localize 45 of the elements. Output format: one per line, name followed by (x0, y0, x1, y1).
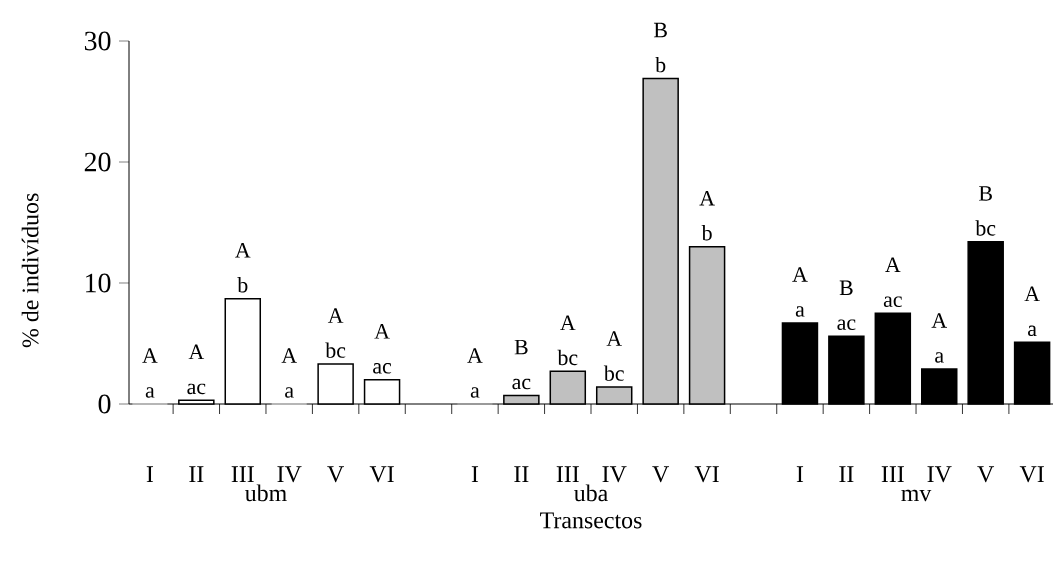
x-tick-label: VI (1019, 466, 1044, 483)
text: ubm (245, 484, 287, 502)
x-axis-title: Transectos (540, 512, 642, 529)
data-label: A a (931, 313, 948, 363)
data-label: A bc (325, 308, 346, 358)
data-label: A ac (373, 324, 392, 374)
text: uba (574, 484, 608, 502)
data-label: B ac (837, 280, 856, 331)
data-label: A b (699, 190, 715, 241)
x-tick-label: I (471, 466, 479, 482)
data-label: A b (235, 242, 251, 293)
text: mv (901, 489, 932, 502)
x-tick-label: IV (927, 466, 952, 483)
x-tick-label: I (796, 466, 804, 482)
data-label: A bc (557, 315, 578, 366)
x-tick-label: I (146, 466, 154, 482)
x-tick-label: III (231, 466, 254, 482)
x-tick-label: III (556, 466, 579, 482)
data-label: A a (1024, 286, 1040, 337)
data-label: A ac (883, 257, 902, 308)
x-tick-label: V (977, 466, 995, 483)
data-label: A a (792, 267, 808, 317)
data-label: A ac (187, 344, 206, 395)
data-label: A bc (603, 331, 624, 381)
x-tick-label: VI (694, 466, 719, 483)
y-tick-label: 20 (84, 152, 111, 172)
y-tick-label: 30 (84, 31, 111, 51)
x-tick-label: V (652, 466, 670, 483)
data-label: A a (142, 348, 158, 398)
x-tick-label: II (514, 466, 529, 482)
x-tick-label: VI (369, 466, 394, 483)
data-label: A a (467, 348, 483, 398)
y-axis-title: % de indivíduos (21, 193, 39, 348)
x-tick-label: V (327, 466, 344, 483)
y-tick-label: 0 (98, 394, 111, 414)
data-label: B b (653, 22, 667, 73)
data-label: B bc (975, 186, 996, 236)
y-tick-label: 10 (86, 273, 111, 293)
x-tick-label: IV (277, 466, 302, 483)
x-tick-label: IV (602, 466, 627, 483)
x-tick-label: II (839, 466, 854, 482)
data-label: B ac (512, 339, 531, 390)
x-tick-label: II (189, 466, 204, 482)
data-label: A a (281, 348, 297, 398)
x-tick-label: III (881, 466, 904, 482)
